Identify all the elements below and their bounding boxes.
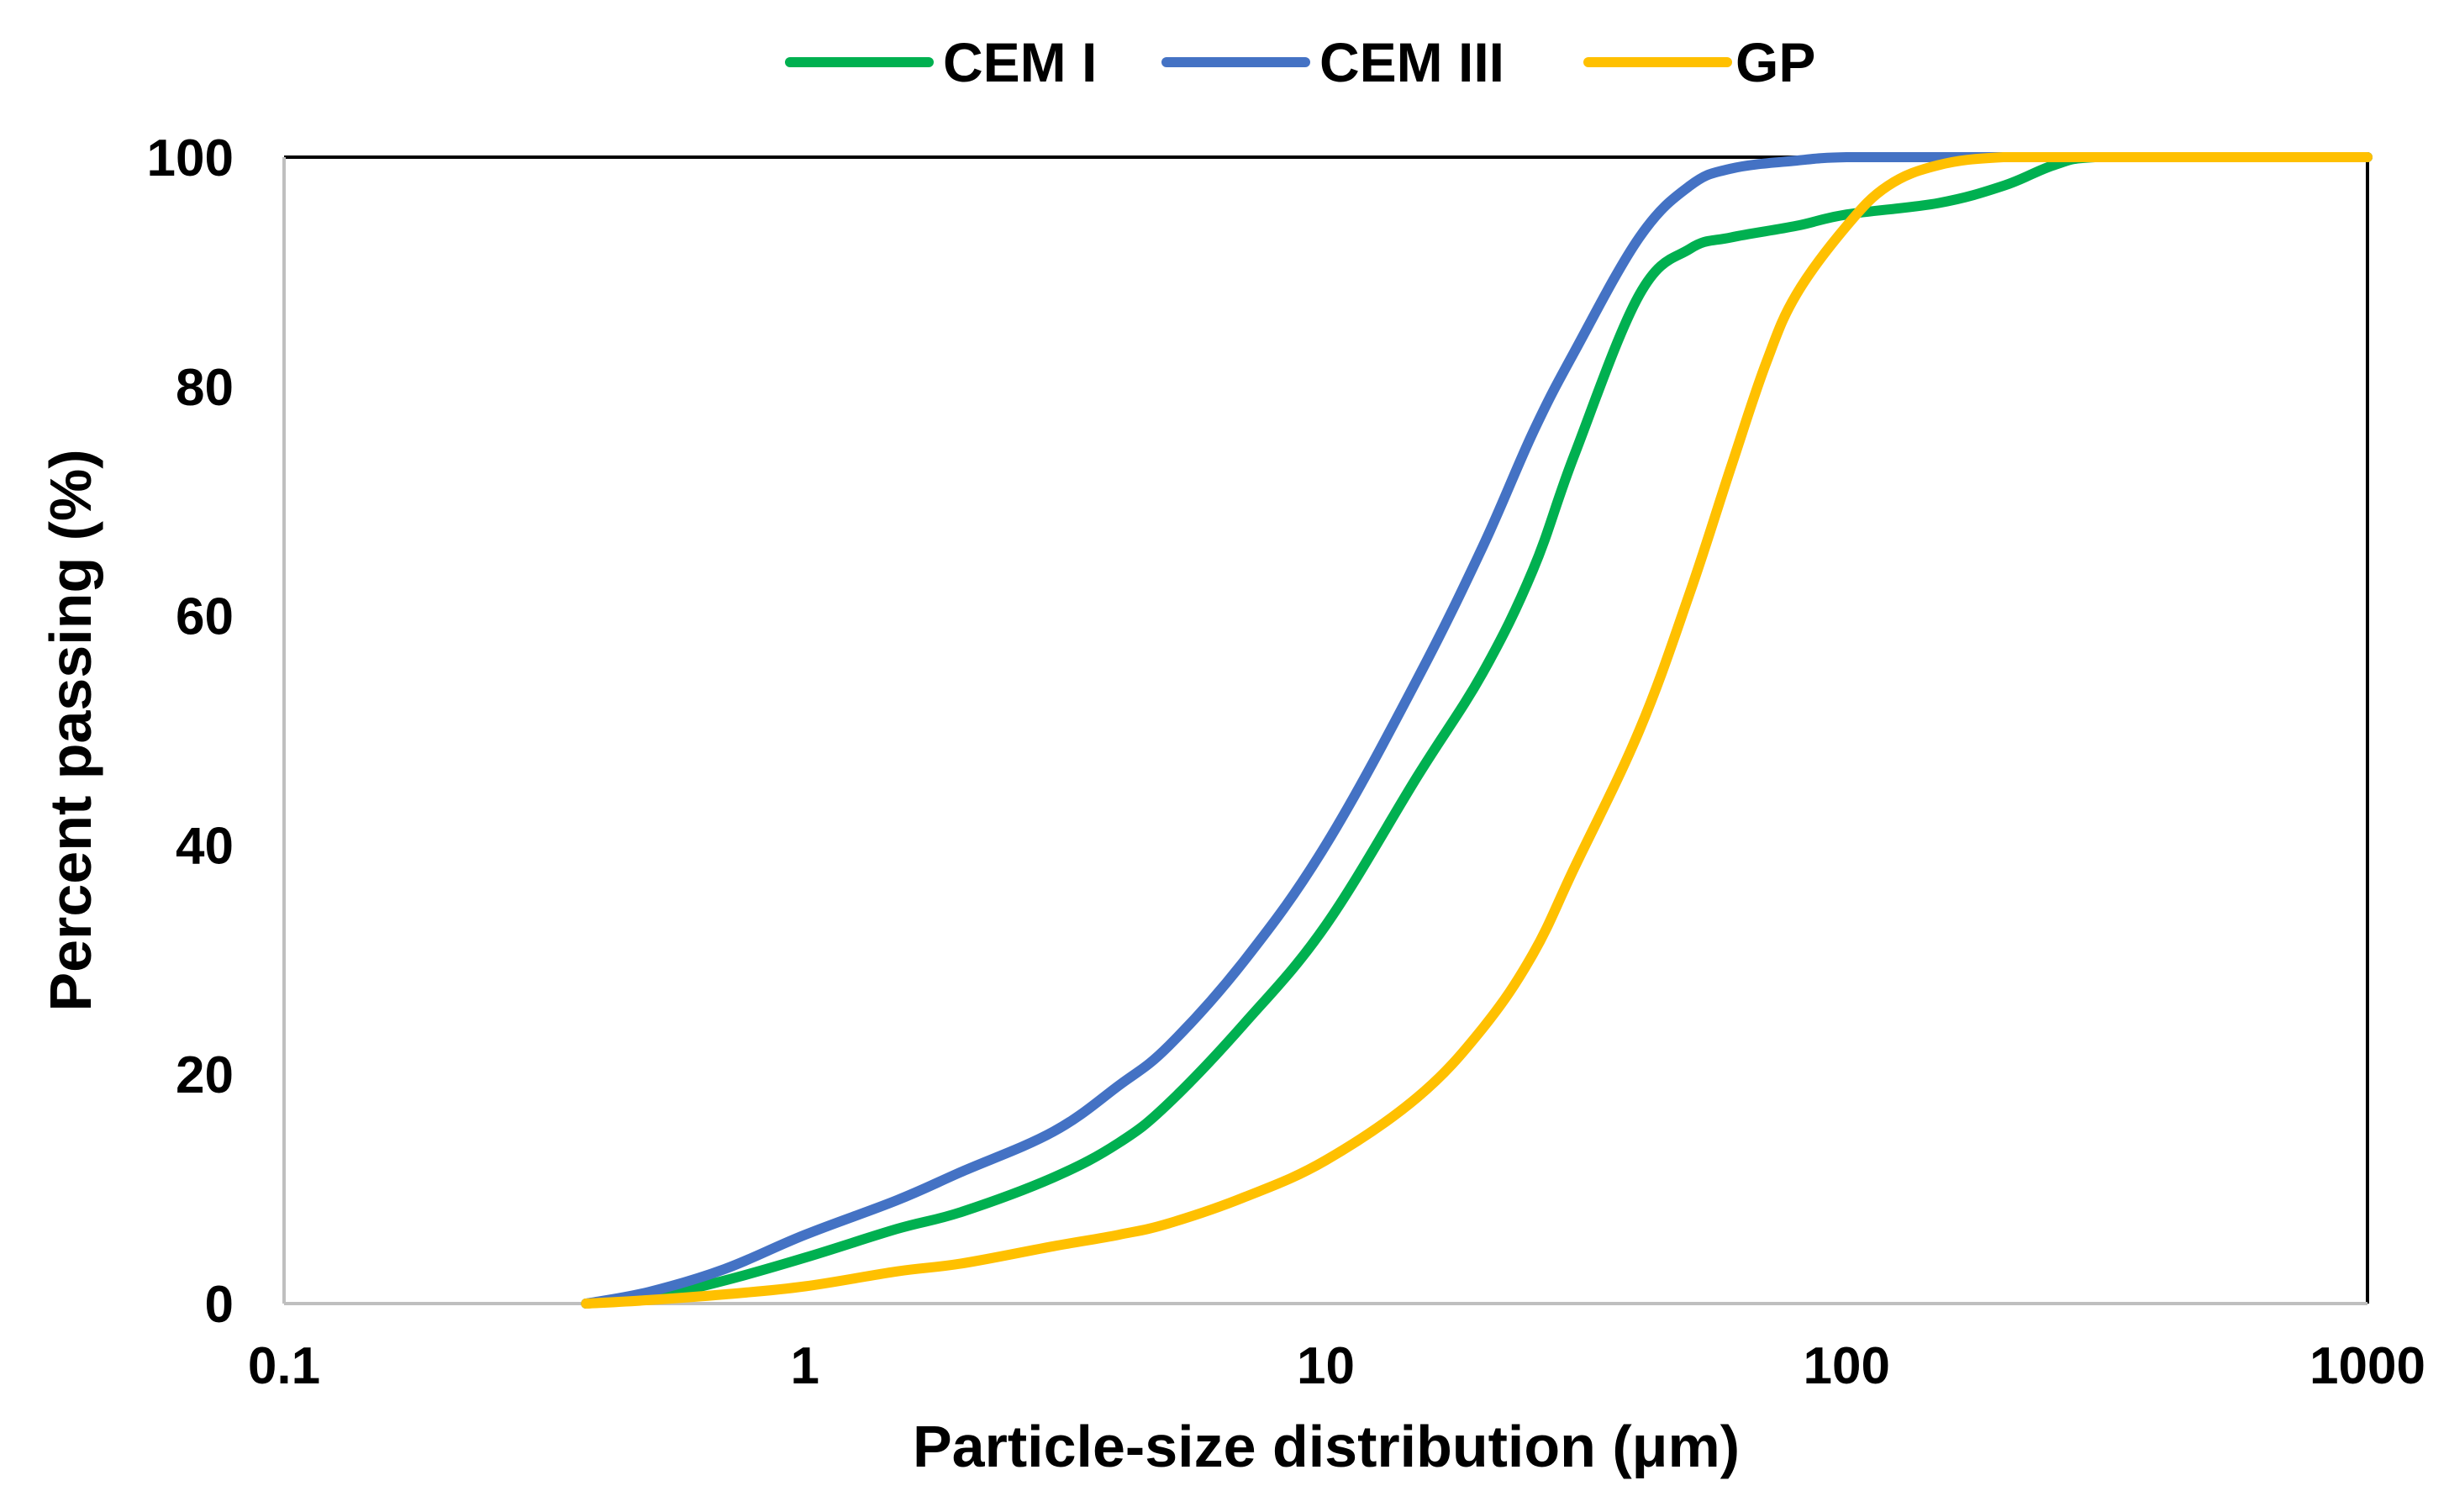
y-tick-label: 0	[205, 1276, 234, 1334]
legend-item-cem-i: CEM I	[785, 31, 1097, 93]
series-line-gp	[581, 151, 2373, 1309]
legend-label-cem-i: CEM I	[943, 31, 1097, 93]
series-line-cem-i	[581, 151, 2373, 1309]
legend-item-cem-iii: CEM III	[1161, 31, 1504, 93]
x-tick-label: 100	[1804, 1337, 1890, 1395]
legend-label-cem-iii: CEM III	[1319, 31, 1504, 93]
legend: CEM I CEM III GP	[785, 31, 1815, 93]
series-line-cem-iii	[581, 151, 2373, 1309]
y-tick-label: 80	[176, 359, 234, 417]
y-tick-labels: 0 20 40 60 80 100	[147, 129, 234, 1334]
x-axis-title: Particle-size distribution (μm)	[913, 1414, 1740, 1479]
x-tick-label: 1	[791, 1337, 819, 1395]
legend-item-gp: GP	[1583, 31, 1815, 93]
y-tick-label: 20	[176, 1046, 234, 1104]
x-tick-labels: 0.1 1 10 100 1000	[248, 1337, 2425, 1395]
y-axis-title: Percent passing (%)	[38, 449, 103, 1011]
x-tick-label: 10	[1297, 1337, 1355, 1395]
x-tick-label: 1000	[2309, 1337, 2425, 1395]
y-tick-label: 40	[176, 817, 234, 875]
legend-label-gp: GP	[1735, 31, 1815, 93]
y-tick-label: 60	[176, 588, 234, 646]
series-layer	[581, 151, 2373, 1309]
y-tick-label: 100	[147, 129, 234, 187]
x-tick-label: 0.1	[248, 1337, 320, 1395]
